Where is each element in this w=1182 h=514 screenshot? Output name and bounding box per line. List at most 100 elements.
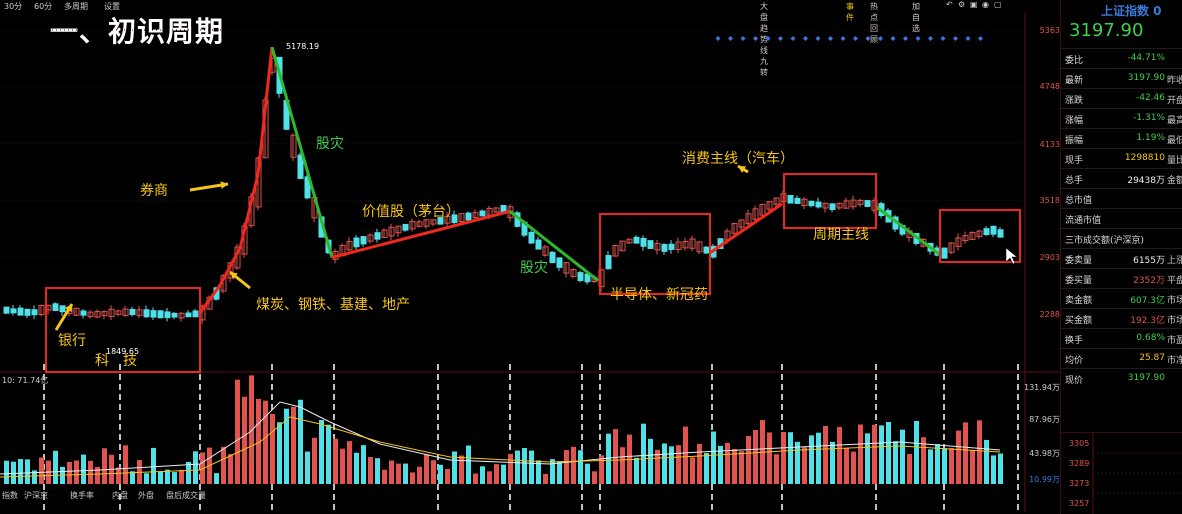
annotation-arrowhead [738, 166, 746, 173]
candle-body [766, 201, 773, 210]
volume-bar [298, 399, 303, 484]
add-watchlist-tool[interactable]: 加自选 [912, 2, 920, 33]
undo-icon[interactable]: ↶ [946, 0, 953, 9]
quote-row: 最新 3197.90 昨收 [1061, 68, 1182, 87]
event-marker [915, 36, 921, 41]
candle-body [3, 306, 10, 314]
candle-body [857, 199, 864, 205]
volume-bar [123, 445, 128, 484]
tab-index[interactable]: 指数 [2, 491, 18, 500]
candle-body [577, 272, 584, 282]
candle-body [535, 239, 542, 250]
candle-body [752, 208, 759, 220]
volume-tick: 131.94万 [1024, 383, 1060, 392]
quote-row: 均价 25.87 市净 [1061, 348, 1182, 367]
quote-row: 委买量 2352万 平盘 [1061, 268, 1182, 287]
candle-body [829, 203, 836, 211]
toolbar-settings[interactable]: 设置 [104, 2, 120, 11]
quote-row: 涨跌 -42.46 开盘 [1061, 88, 1182, 107]
tab-after-volume[interactable]: 盘后成交量 [166, 491, 206, 500]
candle-body [381, 229, 388, 238]
annotation-cycle: 周期主线 [813, 227, 869, 243]
quote-row-extra: 量比 [1167, 156, 1182, 166]
volume-bar [74, 460, 79, 484]
volume-ma-line [0, 416, 1001, 478]
volume-bar [95, 466, 100, 484]
quote-row-value: 1298810 [1124, 153, 1165, 163]
window-icon[interactable]: ▢ [994, 0, 1002, 9]
tab-inner[interactable]: 内盘 [112, 491, 128, 500]
volume-bar [438, 464, 443, 484]
kline-chart[interactable] [0, 12, 1060, 512]
candle-body [864, 200, 871, 207]
volume-bar [333, 438, 338, 484]
volume-bar [599, 455, 604, 484]
quote-row-value: 1.19% [1136, 133, 1165, 143]
volume-bar [823, 425, 828, 484]
value-trendline [331, 209, 511, 259]
candle-body [976, 230, 983, 238]
quote-row-extra: 开盘 [1167, 96, 1182, 106]
candle-body [675, 241, 682, 251]
volume-bar [172, 472, 177, 484]
camera-icon[interactable]: ◉ [982, 0, 989, 9]
event-tool[interactable]: 事件 [846, 2, 854, 22]
volume-bar [578, 450, 583, 484]
volume-bar [53, 450, 58, 484]
candle-body [59, 305, 66, 313]
candle-body [17, 307, 24, 316]
volume-bar [305, 451, 310, 484]
lock-icon[interactable]: ▣ [970, 0, 978, 9]
event-marker [828, 36, 833, 41]
quote-row-value: 3197.90 [1127, 373, 1165, 383]
volume-bar [494, 464, 499, 484]
volume-bar [746, 435, 751, 484]
volume-bar [487, 471, 492, 484]
price-tick: 4133 [1039, 140, 1060, 149]
candle-body [178, 312, 185, 319]
volume-bar [655, 449, 660, 484]
volume-bar [284, 408, 289, 484]
quote-row-label: 振幅 [1065, 136, 1084, 146]
volume-bar [970, 450, 975, 484]
volume-bar [606, 433, 611, 484]
candle-body [290, 134, 297, 158]
price-tick: 2288 [1039, 310, 1060, 319]
volume-bar [368, 456, 373, 484]
toolbar-60min[interactable]: 60分 [34, 2, 53, 11]
top-toolbar: 30分 60分 多周期 设置 [0, 0, 1030, 12]
volume-bar [984, 439, 989, 484]
sector-box [783, 173, 877, 229]
tab-shsz[interactable]: 沪深京 [24, 491, 48, 500]
annotation-consumer: 消费主线（汽车） [682, 151, 794, 167]
tab-outer[interactable]: 外盘 [138, 491, 154, 500]
quote-row-value: 6155万 [1133, 256, 1165, 266]
event-marker [840, 36, 846, 41]
tab-turnover[interactable]: 换手率 [70, 491, 94, 500]
candle-body [843, 200, 850, 209]
candle-body [997, 229, 1004, 238]
candle-body [374, 232, 381, 240]
candle-body [640, 237, 647, 247]
toolbar-30min[interactable]: 30分 [4, 2, 23, 11]
candle-body [157, 310, 164, 319]
quote-row-label: 均价 [1065, 356, 1084, 366]
toolbar-multi-period[interactable]: 多周期 [64, 2, 88, 11]
candle-body [465, 212, 472, 221]
index-price: 3197.90 [1069, 20, 1144, 41]
event-marker [790, 36, 796, 41]
quote-row-extra: 最低 [1167, 136, 1182, 146]
volume-bar [319, 419, 324, 484]
volume-bar [480, 466, 485, 484]
sector-box [45, 287, 201, 373]
volume-bar [725, 442, 730, 484]
quote-row-extra: 市盈 [1167, 336, 1182, 346]
volume-bar [403, 463, 408, 484]
crash-trendline [270, 46, 334, 258]
quote-row-label: 总手 [1065, 176, 1084, 186]
trendline-tool[interactable]: 大盘趋势线九转 [760, 2, 768, 77]
volume-bar [788, 432, 793, 484]
volume-bar [844, 447, 849, 484]
hot-review-tool[interactable]: 热点回顾 [870, 2, 878, 44]
settings-icon[interactable]: ⚙ [958, 0, 966, 9]
